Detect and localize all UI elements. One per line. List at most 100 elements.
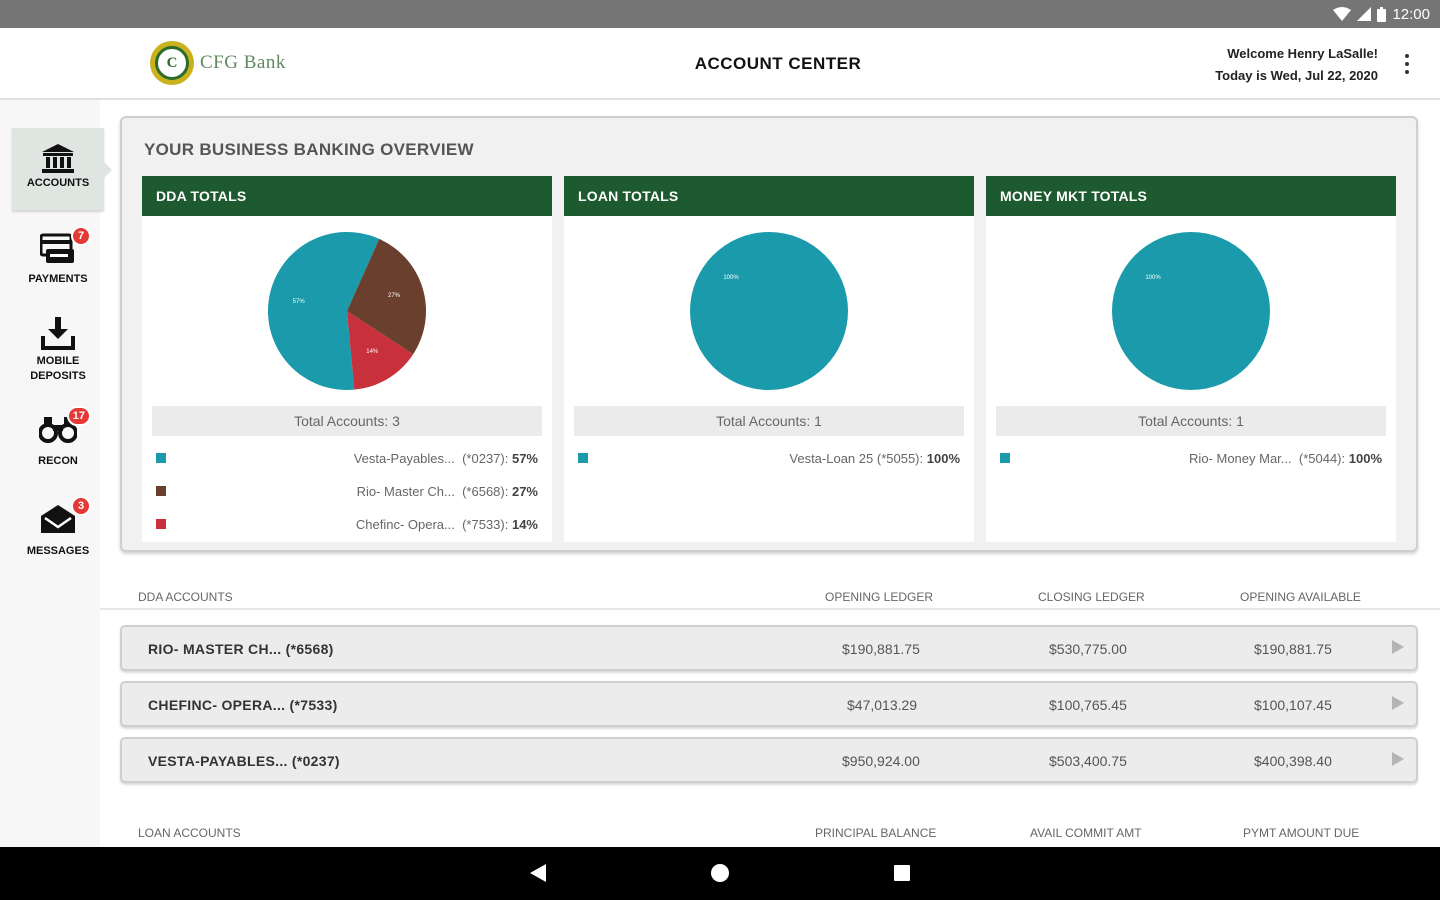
pie-slice[interactable]: [347, 311, 414, 390]
overflow-menu-button[interactable]: [1398, 50, 1416, 78]
opening-ledger: $47,013.29: [847, 697, 918, 713]
bank-logo[interactable]: C CFG Bank: [150, 41, 286, 85]
closing-ledger: $503,400.75: [1049, 753, 1127, 769]
panel-title: DDA TOTALS: [142, 176, 552, 216]
sidebar-item-label: MESSAGES: [26, 545, 90, 557]
total-accounts: Total Accounts: 3: [152, 406, 542, 436]
status-time: 12:00: [1392, 5, 1430, 23]
column-header: PRINCIPAL BALANCE: [815, 826, 937, 840]
loan-pie-chart[interactable]: 100%: [689, 231, 849, 391]
pie-slice-label: 27%: [388, 293, 401, 299]
account-name: CHEFINC- OPERA... (*7533): [148, 697, 338, 713]
chevron-right-icon: [1392, 640, 1404, 654]
opening-available: $400,398.40: [1254, 753, 1332, 769]
pie-slice[interactable]: [268, 232, 380, 390]
column-header: CLOSING LEDGER: [1038, 590, 1145, 604]
binoculars-icon: 17: [39, 406, 91, 446]
recents-button[interactable]: [893, 863, 911, 883]
pie-slice-label: 14%: [366, 349, 379, 355]
pie-slice-label: 100%: [723, 275, 739, 281]
legend-row: Chefinc- Opera... (*7533): 14%: [156, 514, 538, 534]
logo-mark: C: [150, 41, 194, 85]
column-header: OPENING AVAILABLE: [1240, 590, 1361, 604]
wifi-icon: [1333, 7, 1352, 21]
sidebar-item-recon[interactable]: 17 RECON: [12, 406, 104, 469]
panel-title: MONEY MKT TOTALS: [986, 176, 1396, 216]
loan-totals-panel[interactable]: LOAN TOTALS 100% Total Accounts: 1 Vesta…: [564, 176, 974, 542]
welcome-block: Welcome Henry LaSalle! Today is Wed, Jul…: [1215, 43, 1378, 87]
bank-icon: [39, 142, 77, 176]
pie-slice[interactable]: [690, 232, 848, 390]
dda-pie-chart[interactable]: 57% 27% 14%: [267, 231, 427, 391]
sidebar-item-label: PAYMENTS: [28, 273, 88, 285]
column-header: OPENING LEDGER: [825, 590, 934, 604]
pie-slice[interactable]: [347, 238, 426, 355]
back-button[interactable]: [528, 863, 548, 883]
legend-row: Rio- Master Ch... (*6568): 27%: [156, 481, 538, 501]
chevron-right-icon: [1392, 752, 1404, 766]
legend-row: Rio- Money Mar... (*5044): 100%: [1000, 448, 1382, 468]
sidebar-item-payments[interactable]: 7 PAYMENTS: [12, 226, 104, 287]
total-accounts: Total Accounts: 1: [574, 406, 964, 436]
page-title: ACCOUNT CENTER: [694, 54, 862, 73]
account-row[interactable]: VESTA-PAYABLES... (*0237) $950,924.00 $5…: [120, 737, 1418, 783]
overview-card: YOUR BUSINESS BANKING OVERVIEW DDA TOTAL…: [120, 116, 1418, 552]
status-bar: 12:00: [0, 0, 1440, 28]
sidebar-item-label-line2: DEPOSITS: [30, 370, 86, 382]
dda-table-header: DDA ACCOUNTS OPENING LEDGER CLOSING LEDG…: [100, 582, 1440, 612]
money-mkt-totals-panel[interactable]: MONEY MKT TOTALS 100% Total Accounts: 1 …: [986, 176, 1396, 542]
sidebar-item-label: ACCOUNTS: [26, 177, 90, 189]
column-header: PYMT AMOUNT DUE: [1243, 826, 1360, 840]
legend-swatch: [578, 453, 588, 463]
column-header: AVAIL COMMIT AMT: [1030, 826, 1142, 840]
closing-ledger: $530,775.00: [1049, 641, 1127, 657]
money-mkt-pie-chart[interactable]: 100%: [1111, 231, 1271, 391]
opening-available: $100,107.45: [1254, 697, 1332, 713]
sidebar-item-mobile-deposits[interactable]: MOBILE DEPOSITS: [12, 316, 104, 384]
pie-slice[interactable]: [1112, 232, 1270, 390]
dda-totals-panel[interactable]: DDA TOTALS 57% 27% 14% Total Accounts: 3 V…: [142, 176, 552, 542]
pie-slice-label: 100%: [1145, 275, 1161, 281]
legend-row: Vesta-Payables... (*0237): 57%: [156, 448, 538, 468]
home-button[interactable]: [710, 863, 730, 883]
messages-badge: 3: [71, 496, 91, 516]
overview-title: YOUR BUSINESS BANKING OVERVIEW: [144, 140, 474, 159]
closing-ledger: $100,765.45: [1049, 697, 1127, 713]
divider: [100, 608, 1440, 610]
account-row[interactable]: RIO- MASTER CH... (*6568) $190,881.75 $5…: [120, 625, 1418, 671]
system-nav-bar: [0, 847, 1440, 900]
app-header: C CFG Bank ACCOUNT CENTER Welcome Henry …: [0, 28, 1440, 100]
envelope-icon: 3: [39, 496, 91, 536]
legend-swatch: [156, 486, 166, 496]
sidebar-item-label: RECON: [38, 455, 78, 467]
account-name: VESTA-PAYABLES... (*0237): [148, 753, 340, 769]
payments-badge: 7: [71, 226, 91, 246]
welcome-text: Welcome Henry LaSalle!: [1227, 46, 1378, 61]
opening-ledger: $190,881.75: [842, 641, 920, 657]
recon-badge: 17: [66, 406, 91, 426]
pie-slice-label: 57%: [293, 299, 306, 305]
legend-row: Vesta-Loan 25 (*5055): 100%: [578, 448, 960, 468]
sidebar-item-messages[interactable]: 3 MESSAGES: [12, 496, 104, 559]
legend-swatch: [1000, 453, 1010, 463]
battery-icon: [1377, 6, 1387, 22]
opening-available: $190,881.75: [1254, 641, 1332, 657]
sidebar-item-accounts[interactable]: ACCOUNTS: [12, 128, 112, 210]
payments-icon: 7: [39, 226, 91, 266]
account-row[interactable]: CHEFINC- OPERA... (*7533) $47,013.29 $10…: [120, 681, 1418, 727]
date-text: Today is Wed, Jul 22, 2020: [1215, 68, 1378, 83]
total-accounts: Total Accounts: 1: [996, 406, 1386, 436]
loan-table-header: LOAN ACCOUNTS PRINCIPAL BALANCE AVAIL CO…: [100, 818, 1440, 847]
column-header: LOAN ACCOUNTS: [138, 826, 241, 840]
account-name: RIO- MASTER CH... (*6568): [148, 641, 334, 657]
sidebar: ACCOUNTS 7 PAYMENTS MOBILE DEPOSITS 17 R…: [0, 100, 112, 847]
logo-text: CFG Bank: [200, 52, 286, 73]
panel-title: LOAN TOTALS: [564, 176, 974, 216]
sidebar-item-label-line1: MOBILE: [36, 355, 80, 367]
legend-swatch: [156, 519, 166, 529]
chevron-right-icon: [1392, 696, 1404, 710]
legend-swatch: [156, 453, 166, 463]
opening-ledger: $950,924.00: [842, 753, 920, 769]
download-icon: [39, 316, 77, 350]
more-vert-icon: [1405, 54, 1409, 58]
